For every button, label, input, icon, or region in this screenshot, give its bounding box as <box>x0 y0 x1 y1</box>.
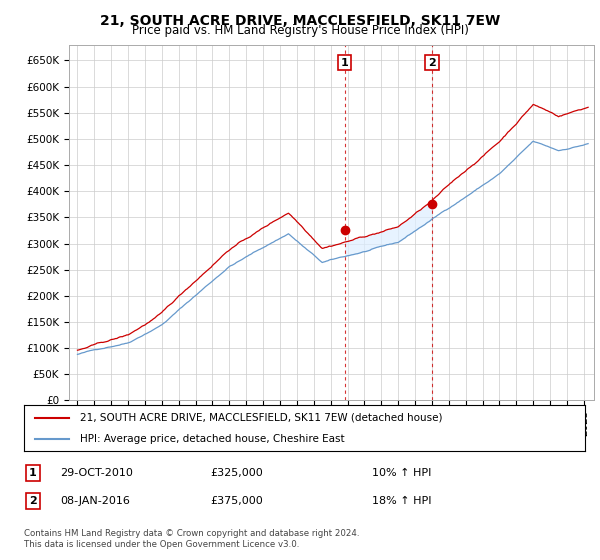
Text: £375,000: £375,000 <box>210 496 263 506</box>
Text: 21, SOUTH ACRE DRIVE, MACCLESFIELD, SK11 7EW: 21, SOUTH ACRE DRIVE, MACCLESFIELD, SK11… <box>100 14 500 28</box>
Text: 18% ↑ HPI: 18% ↑ HPI <box>372 496 431 506</box>
Text: 2: 2 <box>428 58 436 68</box>
Text: HPI: Average price, detached house, Cheshire East: HPI: Average price, detached house, Ches… <box>80 435 345 444</box>
Text: 29-OCT-2010: 29-OCT-2010 <box>60 468 133 478</box>
Text: 1: 1 <box>341 58 349 68</box>
Text: 08-JAN-2016: 08-JAN-2016 <box>60 496 130 506</box>
Text: £325,000: £325,000 <box>210 468 263 478</box>
Text: 1: 1 <box>29 468 37 478</box>
Text: 21, SOUTH ACRE DRIVE, MACCLESFIELD, SK11 7EW (detached house): 21, SOUTH ACRE DRIVE, MACCLESFIELD, SK11… <box>80 413 443 423</box>
Text: Price paid vs. HM Land Registry's House Price Index (HPI): Price paid vs. HM Land Registry's House … <box>131 24 469 37</box>
Text: Contains HM Land Registry data © Crown copyright and database right 2024.
This d: Contains HM Land Registry data © Crown c… <box>24 529 359 549</box>
Text: 2: 2 <box>29 496 37 506</box>
Text: 10% ↑ HPI: 10% ↑ HPI <box>372 468 431 478</box>
